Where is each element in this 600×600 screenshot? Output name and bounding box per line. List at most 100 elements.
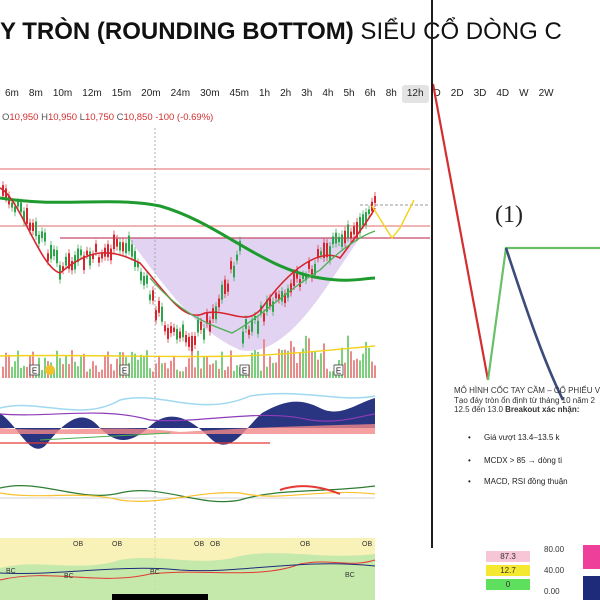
candle bbox=[290, 283, 292, 293]
candle bbox=[206, 312, 208, 324]
ma-mid-line bbox=[149, 230, 376, 334]
volume-bar bbox=[62, 364, 64, 378]
volume-bar bbox=[347, 335, 349, 378]
volume-bar bbox=[233, 370, 235, 378]
timeframe-12m[interactable]: 12m bbox=[82, 88, 102, 99]
timeframe-W[interactable]: W bbox=[519, 88, 529, 99]
close-value: 10,850 bbox=[123, 112, 153, 123]
volume-bar bbox=[8, 354, 10, 378]
volume-bar bbox=[344, 362, 346, 378]
candle bbox=[248, 329, 250, 335]
volume-bar bbox=[299, 352, 301, 378]
candle bbox=[374, 196, 376, 203]
candle bbox=[176, 328, 178, 340]
volume-bar bbox=[77, 366, 79, 378]
candle bbox=[266, 299, 268, 312]
earnings-marker: E bbox=[336, 367, 341, 376]
volume-bar bbox=[305, 335, 307, 378]
candle bbox=[116, 238, 118, 247]
candle bbox=[20, 202, 22, 212]
timeframe-5h[interactable]: 5h bbox=[343, 88, 355, 99]
timeframe-3D[interactable]: 3D bbox=[473, 88, 487, 99]
volume-bar bbox=[176, 369, 178, 378]
price-chart[interactable]: E E E E OB OB OB OB OB OB BC BC BC BC bbox=[0, 128, 430, 600]
volume-bar bbox=[215, 360, 217, 378]
timeframe-2h[interactable]: 2h bbox=[280, 88, 292, 99]
candle bbox=[203, 328, 205, 340]
candle bbox=[65, 256, 67, 266]
volume-bar bbox=[143, 356, 145, 378]
timeframe-12h[interactable]: 12h bbox=[401, 85, 429, 103]
volume-bar bbox=[173, 355, 175, 378]
title-bold-part: Y TRÒN (ROUNDING BOTTOM) bbox=[0, 18, 354, 45]
candle bbox=[17, 201, 19, 207]
candle bbox=[11, 202, 13, 208]
earnings-marker: E bbox=[32, 367, 37, 376]
timeframe-20m[interactable]: 20m bbox=[141, 88, 161, 99]
svg-text:OB: OB bbox=[194, 541, 204, 548]
candle bbox=[80, 249, 82, 256]
candle bbox=[137, 262, 139, 268]
candle bbox=[149, 294, 151, 301]
timeframe-8m[interactable]: 8m bbox=[28, 88, 43, 99]
volume-bar bbox=[221, 351, 223, 378]
candle bbox=[185, 334, 187, 343]
volume-bar bbox=[293, 346, 295, 378]
timeframe-4h[interactable]: 4h bbox=[322, 88, 334, 99]
volume-bar bbox=[92, 361, 94, 378]
volume-bar bbox=[26, 366, 28, 378]
candle bbox=[221, 284, 223, 300]
timeframe-2D[interactable]: 2D bbox=[450, 88, 464, 99]
volume-bar bbox=[194, 367, 196, 378]
timeframe-6h[interactable]: 6h bbox=[364, 88, 376, 99]
timeframe-2W[interactable]: 2W bbox=[538, 88, 554, 99]
candle bbox=[77, 248, 79, 263]
timeframe-10m[interactable]: 10m bbox=[52, 88, 73, 99]
timeframe-30m[interactable]: 30m bbox=[200, 88, 220, 99]
timeframe-24m[interactable]: 24m bbox=[170, 88, 191, 99]
timeframe-4D[interactable]: 4D bbox=[496, 88, 510, 99]
candle bbox=[209, 320, 211, 332]
candle bbox=[41, 231, 43, 239]
downtrend-line bbox=[433, 83, 490, 381]
timeframe-6m[interactable]: 6m bbox=[5, 88, 19, 99]
volume-bar bbox=[146, 350, 148, 378]
volume-bar bbox=[14, 361, 16, 378]
low-label: L bbox=[79, 112, 85, 123]
candle bbox=[53, 249, 55, 257]
candle bbox=[113, 234, 115, 250]
timeframe-8h[interactable]: 8h bbox=[385, 88, 397, 99]
candle bbox=[308, 261, 310, 269]
volume-bar bbox=[257, 351, 259, 378]
candle bbox=[302, 274, 304, 279]
volume-bar bbox=[368, 347, 370, 378]
candle bbox=[110, 248, 112, 261]
volume-bar bbox=[5, 352, 7, 378]
candle bbox=[161, 306, 163, 322]
candle bbox=[212, 308, 214, 319]
candle bbox=[50, 244, 52, 259]
timeframe-3h[interactable]: 3h bbox=[301, 88, 313, 99]
svg-text:OB: OB bbox=[362, 541, 372, 548]
panel-divider bbox=[431, 0, 433, 548]
timeframe-1h[interactable]: 1h bbox=[258, 88, 271, 99]
candle bbox=[326, 243, 328, 258]
volume-bar bbox=[158, 355, 160, 378]
volume-bar bbox=[107, 351, 109, 378]
note-title: MÔ HÌNH CỐC TAY CẦM – CỔ PHIẾU V bbox=[454, 386, 600, 395]
page-title: Y TRÒN (ROUNDING BOTTOM) SIỂU CỔ DÒNG C bbox=[0, 18, 600, 50]
volume-bar bbox=[113, 370, 115, 378]
high-value: 10,950 bbox=[47, 112, 78, 123]
volume-bar bbox=[266, 366, 268, 378]
candle bbox=[95, 243, 97, 253]
volume-bar bbox=[323, 343, 325, 378]
candle bbox=[227, 283, 229, 292]
volume-bar bbox=[188, 358, 190, 378]
timeframe-D[interactable]: D bbox=[433, 88, 441, 99]
timeframe-15m[interactable]: 15m bbox=[111, 88, 132, 99]
timeframe-45m[interactable]: 45m bbox=[229, 88, 249, 99]
volume-bar bbox=[179, 371, 181, 378]
scroll-bar[interactable] bbox=[112, 594, 208, 600]
candle bbox=[269, 298, 271, 307]
volume-bar bbox=[131, 351, 133, 378]
